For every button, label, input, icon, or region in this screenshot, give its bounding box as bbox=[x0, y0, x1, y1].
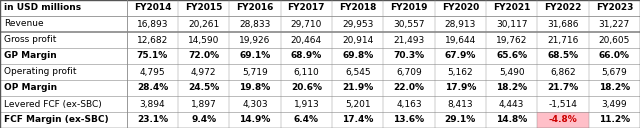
Text: FY2015: FY2015 bbox=[185, 3, 222, 13]
Bar bbox=[538, 112, 589, 128]
Text: FY2014: FY2014 bbox=[134, 3, 171, 13]
Text: 29.1%: 29.1% bbox=[445, 115, 476, 125]
Text: 65.6%: 65.6% bbox=[496, 51, 527, 61]
Text: 24.5%: 24.5% bbox=[188, 83, 220, 93]
Text: 66.0%: 66.0% bbox=[599, 51, 630, 61]
Text: 14,590: 14,590 bbox=[188, 35, 220, 45]
Text: 30,557: 30,557 bbox=[393, 19, 425, 29]
Text: 14.9%: 14.9% bbox=[239, 115, 271, 125]
Text: 18.2%: 18.2% bbox=[496, 83, 527, 93]
Text: Operating profit: Operating profit bbox=[4, 67, 77, 77]
Text: 14.8%: 14.8% bbox=[496, 115, 527, 125]
Text: 4,795: 4,795 bbox=[140, 67, 165, 77]
Bar bbox=[0, 80, 640, 96]
Text: 6.4%: 6.4% bbox=[294, 115, 319, 125]
Text: 17.9%: 17.9% bbox=[445, 83, 476, 93]
Text: 19,762: 19,762 bbox=[496, 35, 527, 45]
Text: 29,953: 29,953 bbox=[342, 19, 373, 29]
Text: 4,163: 4,163 bbox=[396, 99, 422, 109]
Text: 67.9%: 67.9% bbox=[445, 51, 476, 61]
Bar bbox=[0, 32, 640, 48]
Text: 5,162: 5,162 bbox=[447, 67, 473, 77]
Text: 19,644: 19,644 bbox=[445, 35, 476, 45]
Text: 5,201: 5,201 bbox=[345, 99, 371, 109]
Text: 21,493: 21,493 bbox=[394, 35, 425, 45]
Text: 4,972: 4,972 bbox=[191, 67, 216, 77]
Text: 20,914: 20,914 bbox=[342, 35, 373, 45]
Text: 11.2%: 11.2% bbox=[599, 115, 630, 125]
Text: Revenue: Revenue bbox=[4, 19, 44, 29]
Text: 12,682: 12,682 bbox=[137, 35, 168, 45]
Text: 8,413: 8,413 bbox=[447, 99, 473, 109]
Bar bbox=[0, 48, 640, 64]
Text: 23.1%: 23.1% bbox=[137, 115, 168, 125]
Bar bbox=[0, 112, 640, 128]
Text: 1,897: 1,897 bbox=[191, 99, 216, 109]
Text: 68.9%: 68.9% bbox=[291, 51, 322, 61]
Text: 5,719: 5,719 bbox=[242, 67, 268, 77]
Text: 9.4%: 9.4% bbox=[191, 115, 216, 125]
Text: GP Margin: GP Margin bbox=[4, 51, 57, 61]
Text: -4.8%: -4.8% bbox=[548, 115, 577, 125]
Text: FY2019: FY2019 bbox=[390, 3, 428, 13]
Text: 18.2%: 18.2% bbox=[599, 83, 630, 93]
Bar bbox=[0, 96, 640, 112]
Text: 20,605: 20,605 bbox=[598, 35, 630, 45]
Text: FY2021: FY2021 bbox=[493, 3, 531, 13]
Text: 4,443: 4,443 bbox=[499, 99, 524, 109]
Text: 19,926: 19,926 bbox=[239, 35, 271, 45]
Text: Gross profit: Gross profit bbox=[4, 35, 56, 45]
Text: FY2020: FY2020 bbox=[442, 3, 479, 13]
Text: in USD millions: in USD millions bbox=[4, 3, 81, 13]
Text: 6,110: 6,110 bbox=[294, 67, 319, 77]
Bar bbox=[0, 0, 640, 16]
Text: FY2018: FY2018 bbox=[339, 3, 376, 13]
Text: 69.8%: 69.8% bbox=[342, 51, 373, 61]
Text: 5,490: 5,490 bbox=[499, 67, 525, 77]
Text: 68.5%: 68.5% bbox=[547, 51, 579, 61]
Text: 6,862: 6,862 bbox=[550, 67, 576, 77]
Text: 29,710: 29,710 bbox=[291, 19, 322, 29]
Text: 20,464: 20,464 bbox=[291, 35, 322, 45]
Bar bbox=[0, 64, 640, 80]
Text: 69.1%: 69.1% bbox=[239, 51, 271, 61]
Text: 70.3%: 70.3% bbox=[394, 51, 424, 61]
Text: OP Margin: OP Margin bbox=[4, 83, 57, 93]
Text: 31,686: 31,686 bbox=[547, 19, 579, 29]
Text: FY2017: FY2017 bbox=[287, 3, 325, 13]
Text: 31,227: 31,227 bbox=[598, 19, 630, 29]
Text: 28.4%: 28.4% bbox=[137, 83, 168, 93]
Text: 21.7%: 21.7% bbox=[547, 83, 579, 93]
Text: 3,499: 3,499 bbox=[602, 99, 627, 109]
Text: 1,913: 1,913 bbox=[294, 99, 319, 109]
Text: 21.9%: 21.9% bbox=[342, 83, 373, 93]
Text: 13.6%: 13.6% bbox=[394, 115, 424, 125]
Text: 72.0%: 72.0% bbox=[188, 51, 220, 61]
Text: 20.6%: 20.6% bbox=[291, 83, 322, 93]
Text: 4,303: 4,303 bbox=[242, 99, 268, 109]
Text: -1,514: -1,514 bbox=[548, 99, 577, 109]
Text: 22.0%: 22.0% bbox=[394, 83, 424, 93]
Text: 75.1%: 75.1% bbox=[137, 51, 168, 61]
Text: 17.4%: 17.4% bbox=[342, 115, 373, 125]
Text: 16,893: 16,893 bbox=[136, 19, 168, 29]
Text: 20,261: 20,261 bbox=[188, 19, 220, 29]
Text: 28,913: 28,913 bbox=[445, 19, 476, 29]
Text: 30,117: 30,117 bbox=[496, 19, 527, 29]
Text: FCF Margin (ex-SBC): FCF Margin (ex-SBC) bbox=[4, 115, 109, 125]
Text: FY2016: FY2016 bbox=[236, 3, 274, 13]
Text: FY2022: FY2022 bbox=[545, 3, 582, 13]
Text: Levered FCF (ex-SBC): Levered FCF (ex-SBC) bbox=[4, 99, 102, 109]
Text: 21,716: 21,716 bbox=[547, 35, 579, 45]
Text: 5,679: 5,679 bbox=[602, 67, 627, 77]
Text: 19.8%: 19.8% bbox=[239, 83, 271, 93]
Text: FY2023: FY2023 bbox=[596, 3, 633, 13]
Text: 6,545: 6,545 bbox=[345, 67, 371, 77]
Text: 6,709: 6,709 bbox=[396, 67, 422, 77]
Text: 3,894: 3,894 bbox=[140, 99, 165, 109]
Text: 28,833: 28,833 bbox=[239, 19, 271, 29]
Bar bbox=[0, 16, 640, 32]
